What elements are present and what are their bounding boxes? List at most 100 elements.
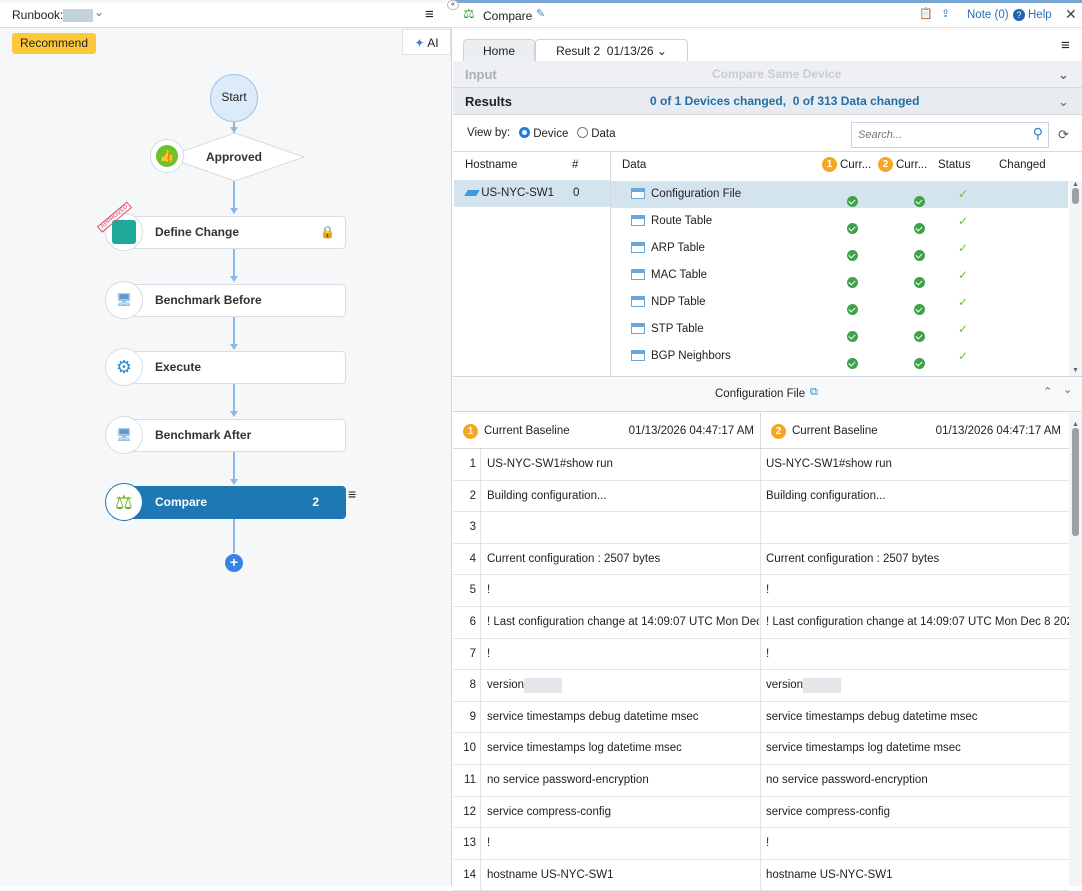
node-execute[interactable]: Execute	[112, 351, 346, 384]
open-external-icon[interactable]: ⧉	[810, 386, 818, 398]
right-line-text: service compress-config	[760, 796, 1069, 828]
search-icon[interactable]: ⚲	[1032, 125, 1043, 141]
data-name: Route Table	[651, 215, 713, 227]
config-line-row: 5 ! !	[453, 575, 1069, 607]
line-text: !	[487, 837, 491, 850]
gears-icon: ⚙	[115, 356, 133, 377]
device-row[interactable]: US-NYC-SW1 0	[454, 180, 610, 207]
node-benchmark-after[interactable]: Benchmark After	[112, 419, 346, 452]
node-label: Compare	[155, 495, 208, 509]
node-benchmark-before[interactable]: Benchmark Before	[112, 284, 346, 317]
results-grid	[453, 151, 1082, 377]
check-circle-icon	[914, 331, 926, 343]
menu-icon[interactable]: ≡	[425, 6, 434, 23]
input-section[interactable]: Input Compare Same Device ⌄	[453, 61, 1082, 88]
data-row[interactable]: Configuration File ✓	[611, 181, 1068, 208]
line-text: Current configuration : 2507 bytes	[766, 552, 940, 565]
chevron-down-icon[interactable]: ⌄	[1058, 67, 1069, 82]
arrow-icon	[230, 127, 238, 133]
clipboard-icon[interactable]: 📋	[919, 8, 933, 20]
line-text: US-NYC-SW1#show run	[766, 458, 892, 470]
results-section[interactable]: Results 0 of 1 Devices changed, 0 of 313…	[453, 88, 1082, 115]
config-line-row: 10 service timestamps log datetime msec …	[453, 733, 1069, 765]
header-baseline-1[interactable]: 1 Curr...	[822, 152, 877, 179]
help-link[interactable]: Help	[1028, 9, 1052, 21]
check-circle-icon	[847, 196, 858, 208]
check-circle-icon	[914, 358, 926, 370]
data-row[interactable]: STP Table ✓	[611, 316, 1068, 343]
radio-device[interactable]: Device	[519, 127, 568, 140]
badge-2: 2	[771, 423, 786, 439]
data-row[interactable]: Route Table ✓	[611, 208, 1068, 235]
runbook-name-redacted[interactable]	[63, 9, 93, 22]
node-menu-icon[interactable]: ≡	[348, 486, 357, 502]
tab-result-2[interactable]: Result 2 01/13/26 ⌄	[535, 39, 688, 62]
node-compare[interactable]: Compare 2	[112, 486, 346, 519]
radio-label: Data	[591, 128, 616, 140]
note-link[interactable]: Note (0)	[967, 9, 1009, 21]
config-line-row: 11 no service password-encryption no ser…	[453, 765, 1069, 797]
search-box[interactable]: ⚲	[851, 122, 1049, 148]
left-line-text: no service password-encryption	[487, 765, 759, 796]
node-define-change[interactable]: Define Change 🔒	[112, 216, 346, 249]
help-icon[interactable]: ?	[1013, 9, 1025, 21]
header-data[interactable]: Data	[622, 159, 647, 171]
ai-button[interactable]: ✦ AI	[402, 29, 451, 55]
line-text: service timestamps debug datetime msec	[766, 710, 978, 723]
check-circle-icon	[847, 250, 858, 262]
right-line-text: ! Last configuration change at 14:09:07 …	[760, 607, 1069, 638]
left-line-text: service compress-config	[487, 797, 759, 828]
data-row[interactable]: ARP Table ✓	[611, 235, 1068, 262]
approved-decision-node[interactable]	[164, 132, 306, 182]
tab-home[interactable]: Home	[463, 39, 535, 62]
table-icon	[631, 296, 645, 308]
table-icon	[631, 350, 645, 362]
add-step-button[interactable]: +	[225, 554, 243, 572]
badge-1: 1	[822, 157, 837, 173]
header-changed[interactable]: Changed	[999, 159, 1046, 171]
start-node[interactable]: Start	[210, 74, 258, 122]
config-scrollbar[interactable]: ▲	[1069, 413, 1082, 886]
hostname: US-NYC-SW1	[481, 187, 555, 199]
menu-icon[interactable]: ≡	[1061, 37, 1070, 54]
node-label: Execute	[155, 360, 202, 374]
line-text: no service password-encryption	[487, 774, 649, 786]
connector	[233, 180, 235, 213]
header-status[interactable]: Status	[938, 159, 971, 171]
header-baseline-2[interactable]: 2 Curr...	[878, 152, 933, 179]
config-line-row: 4 Current configuration : 2507 bytes Cur…	[453, 543, 1069, 576]
data-name: BGP Neighbors	[651, 350, 731, 362]
data-row[interactable]: BGP Neighbors ✓	[611, 343, 1068, 370]
config-line-row: 1 US-NYC-SW1#show run US-NYC-SW1#show ru…	[453, 449, 1069, 481]
edit-icon[interactable]: ✎	[536, 8, 546, 20]
data-row[interactable]: MAC Table ✓	[611, 262, 1068, 289]
radio-data[interactable]: Data	[577, 127, 616, 140]
arrow-icon	[230, 208, 238, 214]
header-hostname[interactable]: Hostname	[465, 159, 518, 171]
check-circle-icon	[914, 223, 926, 235]
recommend-button[interactable]: Recommend	[12, 33, 96, 54]
arrow-icon	[230, 276, 238, 282]
collapse-panel-icon[interactable]: «	[447, 0, 459, 10]
tab-bar: Home Result 2 01/13/26 ⌄ ≡	[453, 29, 1082, 62]
header-count[interactable]: #	[572, 159, 579, 171]
config-line-row: 12 service compress-config service compr…	[453, 796, 1069, 829]
left-line-text: !	[487, 828, 759, 859]
line-text: ! Last configuration change at 14:09:07 …	[487, 616, 759, 628]
search-input[interactable]	[858, 129, 1018, 141]
export-icon[interactable]: ⇪	[941, 8, 951, 20]
node-label: Benchmark Before	[155, 293, 262, 307]
scrollbar[interactable]: ▲ ▼	[1069, 181, 1082, 376]
chevron-down-icon[interactable]: ⌄	[94, 5, 105, 19]
chevron-down-icon[interactable]: ⌄	[1058, 94, 1069, 109]
line-text: service timestamps log datetime msec	[487, 742, 682, 755]
refresh-icon[interactable]: ⟳	[1058, 127, 1069, 142]
right-line-text: Building configuration...	[760, 480, 1069, 512]
left-line-text: !	[487, 575, 759, 606]
chevron-down-icon[interactable]: ⌄	[1063, 384, 1073, 396]
data-row[interactable]: NDP Table ✓	[611, 289, 1068, 316]
arrow-icon	[230, 411, 238, 417]
chevron-up-icon[interactable]: ⌃	[1043, 386, 1053, 398]
config-line-row: 3	[453, 512, 1069, 544]
close-icon[interactable]: ✕	[1065, 6, 1077, 22]
